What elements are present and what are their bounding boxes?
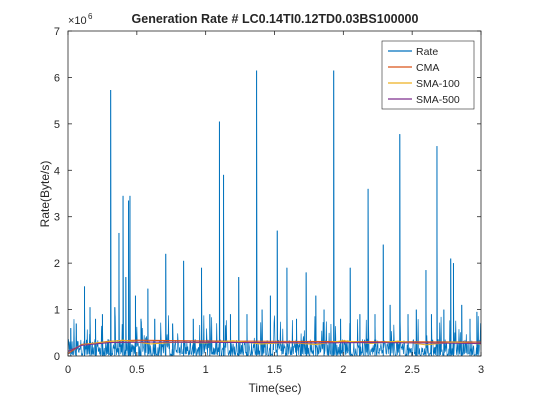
- ticks-layer: 0 0.5 1 1.5 2 2.5 3 0 1 2 3 4 5 6 7: [54, 26, 484, 376]
- legend-box: [381, 40, 475, 110]
- x-tick-label: 0: [65, 364, 71, 376]
- x-axis-label: Time(sec): [249, 381, 302, 395]
- legend-label: SMA-100: [416, 78, 460, 90]
- x-tick-label: 2: [340, 364, 346, 376]
- y-exponent-power: 6: [88, 12, 93, 21]
- y-tick-label: 2: [54, 258, 60, 270]
- series-layer: [68, 70, 481, 356]
- x-tick-label: 2.5: [405, 364, 420, 376]
- y-exponent-base: ×10: [68, 15, 87, 27]
- x-tick-label: 1.5: [267, 364, 282, 376]
- legend-label: SMA-500: [416, 94, 460, 106]
- y-tick-label: 0: [54, 351, 60, 363]
- x-tick-label: 0.5: [129, 364, 144, 376]
- legend: Rate CMA SMA-100 SMA-500: [381, 40, 475, 110]
- y-tick-label: 4: [54, 165, 60, 177]
- legend-label: CMA: [416, 62, 439, 74]
- y-axis-label: Rate(Byte/s): [38, 161, 52, 228]
- y-tick-label: 6: [54, 72, 60, 84]
- series-sma-500-line: [68, 341, 481, 352]
- y-tick-label: 1: [54, 305, 60, 317]
- y-tick-label: 3: [54, 212, 60, 224]
- x-tick-label: 1: [203, 364, 209, 376]
- y-tick-label: 5: [54, 119, 60, 131]
- y-tick-label: 7: [54, 26, 60, 38]
- chart-title: Generation Rate # LC0.14TI0.12TD0.03BS10…: [132, 12, 419, 26]
- legend-label: Rate: [416, 46, 438, 58]
- x-tick-label: 3: [478, 364, 484, 376]
